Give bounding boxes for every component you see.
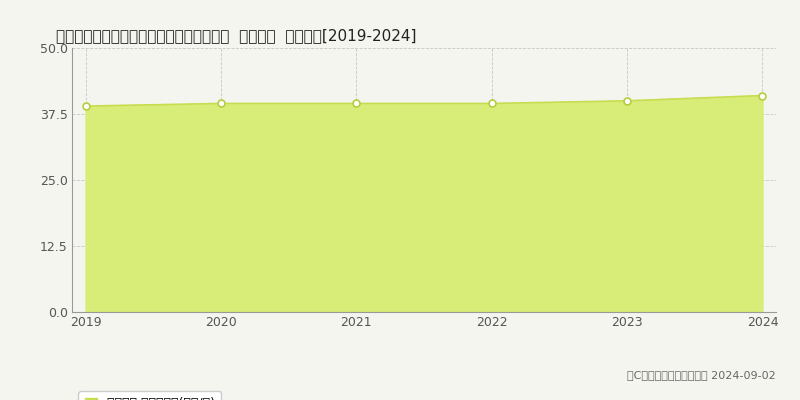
Text: （C）土地価格ドットコム 2024-09-02: （C）土地価格ドットコム 2024-09-02 xyxy=(627,370,776,380)
Legend: 地価公示 平均嵪単価(万円/嵪): 地価公示 平均嵪単価(万円/嵪) xyxy=(78,391,222,400)
Text: 大阪府四⾝畑市西中野３丁目１８３番１外  地価公示  地価推移[2019-2024]: 大阪府四⾝畑市西中野３丁目１８３番１外 地価公示 地価推移[2019-2024] xyxy=(56,28,417,43)
